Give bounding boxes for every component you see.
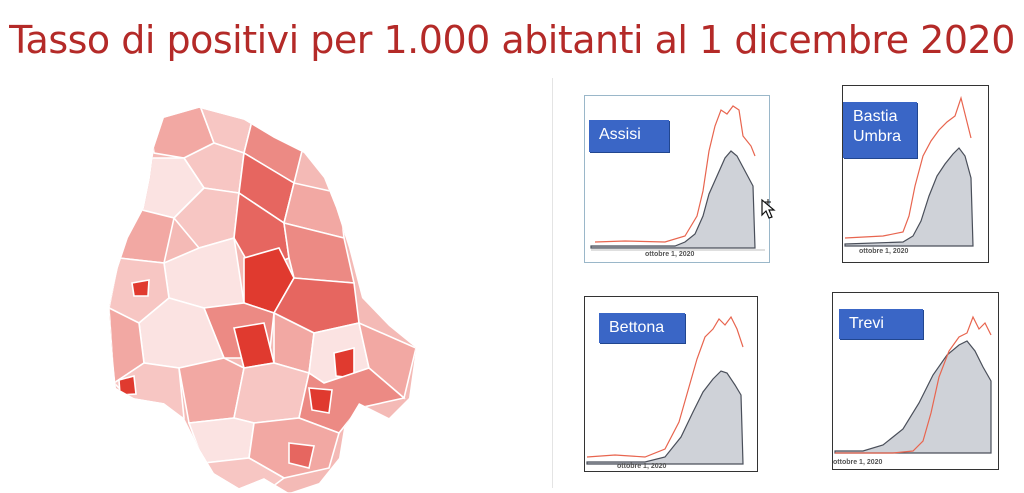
trevi-line-series	[835, 315, 992, 454]
chart-panel-assisi: Assisi ottobre 1, 2020	[584, 95, 770, 263]
chart-panel-bettona: Bettona ottobre 1, 2020	[584, 296, 758, 472]
bettona-line-series	[586, 315, 744, 458]
assisi-trend-chart	[590, 105, 765, 251]
chart-panel-bastia-umbra: Bastia Umbra ottobre 1, 2020	[842, 85, 989, 263]
date-label-assisi: ottobre 1, 2020	[645, 251, 695, 258]
assisi-area-series	[590, 150, 756, 249]
bastia-trend-chart	[844, 95, 974, 247]
assisi-line-series	[594, 105, 756, 243]
chart-panel-trevi: Trevi ottobre 1, 2020	[832, 292, 999, 470]
city-label-bettona: Bettona	[599, 313, 685, 343]
city-label-trevi: Trevi	[839, 309, 923, 339]
bettona-trend-chart	[586, 315, 744, 465]
bastia-area-series	[844, 147, 974, 247]
city-label-bastia-umbra: Bastia Umbra	[843, 102, 917, 158]
umbria-choropleth-map	[109, 108, 416, 493]
date-label-bettona: ottobre 1, 2020	[617, 463, 667, 470]
bastia-line-series	[844, 95, 972, 239]
trevi-area-series	[834, 340, 992, 454]
date-label-bastia-umbra: ottobre 1, 2020	[859, 248, 909, 255]
slide-divider	[552, 78, 553, 488]
city-label-assisi: Assisi	[589, 120, 669, 152]
trevi-trend-chart	[834, 315, 992, 454]
bettona-area-series	[586, 370, 744, 465]
date-label-trevi: ottobre 1, 2020	[833, 459, 883, 466]
move-cursor-icon	[761, 198, 776, 219]
slide-title: Tasso di positivi per 1.000 abitanti al …	[9, 18, 1015, 62]
